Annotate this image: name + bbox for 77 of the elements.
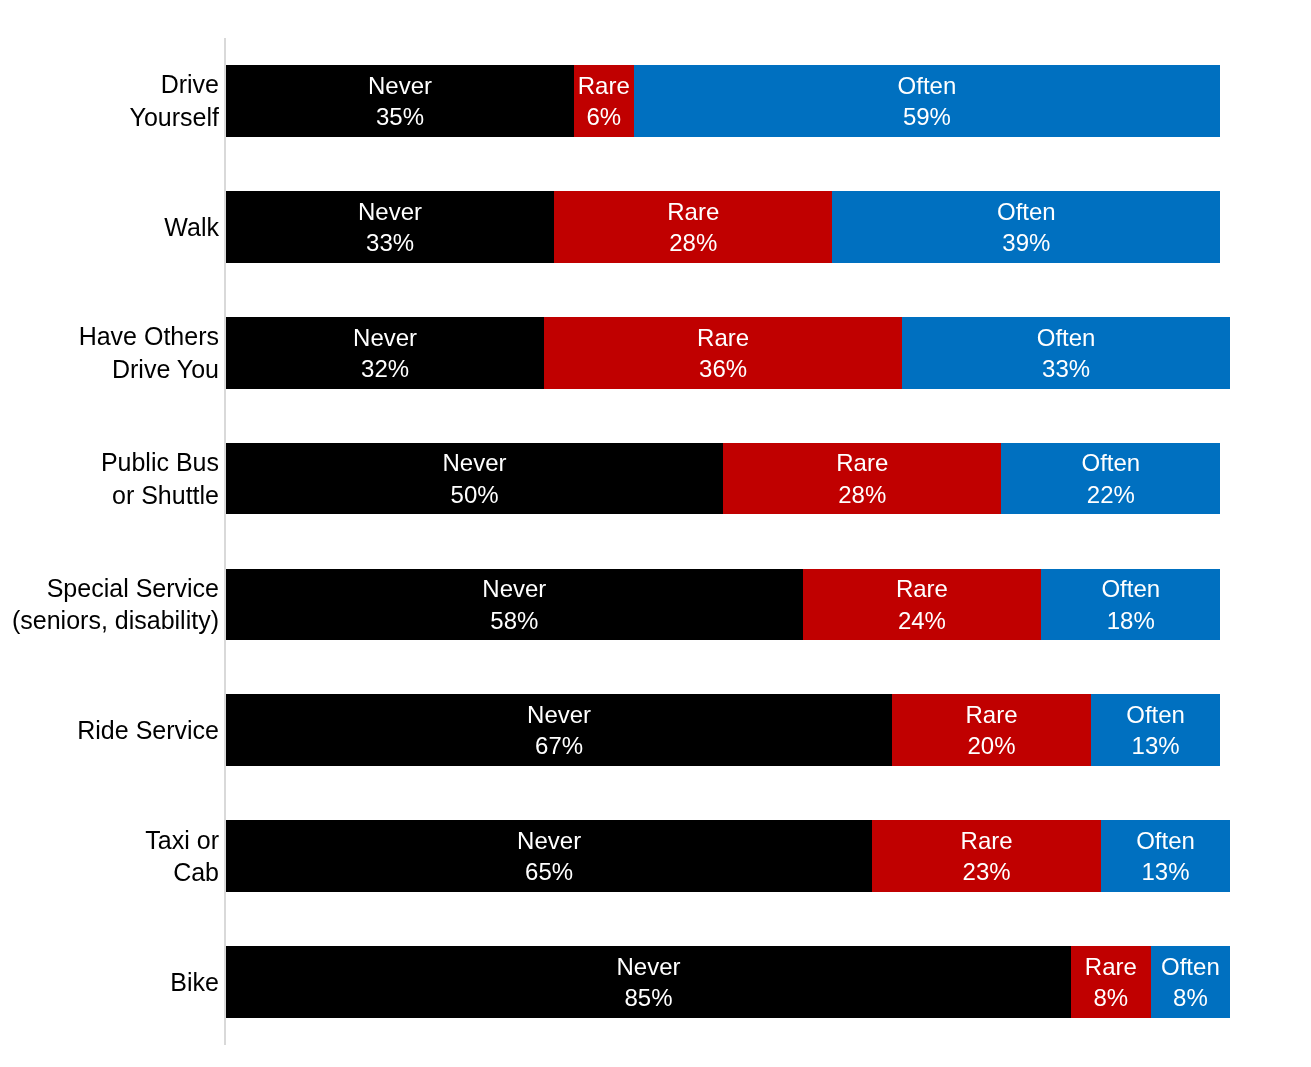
text: Never — [358, 197, 423, 225]
bar — [802, 568, 1042, 641]
data-label: 36% — [699, 354, 748, 382]
text: Never — [442, 449, 507, 477]
bar — [226, 820, 873, 893]
y-tick-label: Walk — [164, 212, 220, 241]
bar — [226, 190, 555, 263]
data-label: 13% — [1141, 858, 1190, 886]
text: Often — [996, 197, 1056, 225]
bar — [1090, 694, 1221, 767]
text: Never — [616, 952, 681, 980]
bar — [226, 65, 574, 137]
data-label: 23% — [962, 858, 1011, 886]
text: Never — [527, 701, 592, 729]
data-label: 8% — [1093, 984, 1129, 1012]
data-label: 85% — [624, 984, 673, 1012]
y-tick-label: Taxi or Cab — [145, 825, 219, 887]
text: Rare — [1084, 952, 1137, 980]
data-label: 33% — [366, 228, 415, 256]
data-label: 65% — [525, 858, 574, 886]
bar — [892, 694, 1091, 767]
data-label: 18% — [1106, 606, 1155, 634]
bar — [1041, 568, 1221, 641]
bar — [633, 65, 1221, 137]
data-label: 8% — [1173, 984, 1208, 1012]
text: Never — [482, 575, 547, 603]
data-label: 22% — [1086, 480, 1135, 508]
y-tick-label: Have Others Drive You — [78, 322, 219, 383]
data-label: 13% — [1131, 732, 1180, 760]
bar — [226, 694, 893, 767]
text: Rare — [667, 197, 720, 225]
bar — [226, 568, 803, 641]
data-label: 59% — [902, 103, 951, 131]
data-label: 58% — [490, 606, 539, 634]
bar — [554, 190, 833, 263]
y-tick-label: Public Bus or Shuttle — [100, 448, 219, 509]
bar — [544, 316, 903, 389]
y-tick-label: Ride Service — [77, 716, 219, 745]
bar — [723, 442, 1002, 515]
text: Often — [1161, 952, 1220, 980]
bar — [1001, 442, 1221, 515]
bar — [832, 190, 1221, 263]
data-label: 33% — [1042, 354, 1091, 382]
data-label: 28% — [838, 480, 887, 508]
text: Never — [517, 827, 582, 855]
series-label: Often — [1036, 323, 1096, 351]
y-tick-label: Special Service (seniors, disability) — [11, 573, 219, 635]
text: Often — [897, 71, 957, 99]
text: Rare — [697, 323, 750, 351]
data-label: 35% — [375, 103, 425, 131]
bar — [1100, 820, 1231, 893]
bar — [226, 316, 545, 389]
data-label: 20% — [967, 732, 1016, 760]
text: Often — [1081, 449, 1141, 477]
text: Often — [1136, 827, 1195, 855]
text: Never — [367, 71, 432, 99]
data-label: 6% — [586, 103, 622, 131]
bar — [226, 442, 724, 515]
data-label: 39% — [1002, 228, 1051, 256]
text: Rare — [895, 575, 948, 603]
text: Rare — [960, 827, 1013, 855]
series-label: Rare — [577, 71, 630, 99]
data-label: 24% — [897, 606, 946, 634]
y-tick-label: Drive Yourself — [129, 70, 220, 131]
text: Often — [1126, 701, 1185, 729]
text: Rare — [965, 701, 1018, 729]
data-label: 32% — [361, 354, 410, 382]
text: Rare — [836, 449, 889, 477]
text: Often — [1101, 575, 1161, 603]
bar — [872, 820, 1101, 893]
bar — [226, 946, 1072, 1018]
y-tick-label: Bike — [170, 967, 219, 996]
data-label: 50% — [450, 480, 499, 508]
data-label: 28% — [669, 228, 718, 256]
series-label: Never — [353, 323, 418, 351]
bar — [902, 316, 1231, 389]
data-label: 67% — [535, 732, 584, 760]
